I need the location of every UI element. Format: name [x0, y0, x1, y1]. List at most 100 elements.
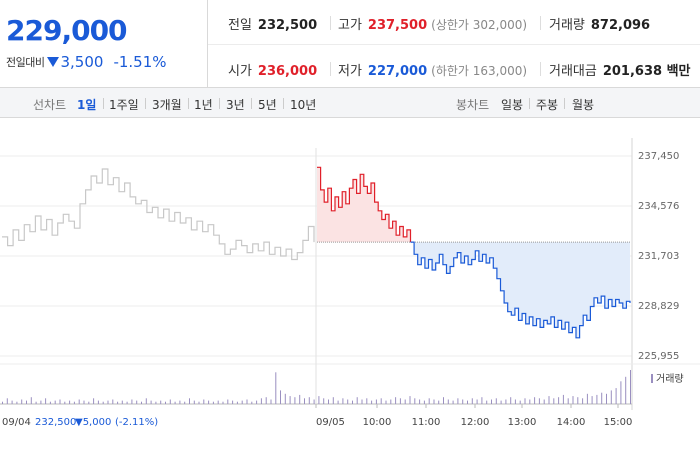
volume-bar	[270, 399, 272, 404]
volume-bar	[342, 398, 344, 404]
volume-bar	[299, 394, 301, 404]
stat-value: 237,500	[367, 18, 428, 33]
period-1y-tab[interactable]: 1년	[194, 98, 213, 112]
volume-bar	[289, 396, 291, 404]
x-tick-label: 11:00	[412, 417, 441, 428]
y-axis-ticks: 237,450 234,576 231,703 228,829 225,955	[638, 151, 679, 362]
period-5y-tab[interactable]: 5년	[258, 98, 277, 112]
volume-bar	[414, 398, 416, 404]
intraday-price-chart[interactable]: 237,450 234,576 231,703 228,829 225,955 09/0…	[0, 118, 700, 450]
volume-bar	[212, 401, 214, 404]
price-header: 229,000 전일대비 3,500 -1.51% 전일 232,500 고가 23…	[0, 0, 700, 88]
volume-bar	[385, 400, 387, 404]
volume-bar	[304, 398, 305, 404]
prev-info-date: 09/04	[2, 417, 31, 428]
volume-bar	[169, 399, 171, 404]
volume-bar	[567, 398, 569, 404]
volume-bar	[208, 400, 210, 404]
y-tick-label: 225,955	[638, 351, 679, 362]
volume-bar	[328, 399, 329, 404]
volume-bar	[313, 399, 315, 404]
volume-bar	[620, 381, 622, 404]
volume-bar	[160, 400, 162, 404]
volume-legend-label: 거래량	[656, 373, 684, 385]
period-1d-tab[interactable]: 1일	[77, 98, 97, 112]
stat-label: 거래량	[549, 18, 585, 33]
volume-bar	[141, 401, 142, 404]
lower-limit: (하한가 163,000)	[431, 64, 528, 78]
volume-bar	[505, 399, 507, 404]
y-tick-label: 234,576	[638, 201, 679, 212]
volume-bar	[189, 398, 190, 404]
volume-bar	[486, 400, 488, 404]
volume-bar	[380, 398, 382, 404]
prev-day-series	[2, 168, 315, 261]
change-percent: -1.51%	[113, 53, 167, 71]
volume-bar	[203, 399, 205, 404]
stat-value: 872,096	[590, 18, 651, 33]
volume-bar	[136, 400, 138, 404]
volume-bar	[280, 390, 281, 404]
candle-weekly-tab[interactable]: 주봉	[536, 98, 559, 112]
chart-grid	[0, 138, 700, 410]
stat-prev-close: 전일 232,500	[228, 14, 317, 33]
volume-bar	[30, 397, 32, 404]
volume-bar	[390, 399, 392, 404]
chart-area-fills	[317, 167, 630, 338]
volume-bar	[45, 398, 47, 404]
volume-bar	[93, 398, 95, 404]
volume-bar	[409, 396, 411, 404]
volume-bar	[361, 399, 363, 404]
period-1w-tab[interactable]: 1주일	[109, 98, 139, 112]
volume-bar	[246, 399, 248, 404]
prev-day-line	[2, 168, 315, 261]
volume-bar	[553, 398, 555, 404]
divider	[330, 16, 331, 30]
divider	[540, 16, 541, 30]
volume-bar	[83, 400, 85, 404]
stat-low: 저가 227,000 (하한가 163,000)	[338, 60, 527, 79]
prev-day-info: 09/04 232,500 ▼5,000 (-2.11%)	[2, 417, 158, 428]
period-3m-tab[interactable]: 3개월	[152, 98, 182, 112]
volume-bar	[64, 401, 66, 404]
volume-bar	[107, 400, 109, 404]
volume-bar	[510, 397, 512, 404]
x-tick-label: 14:00	[557, 417, 586, 428]
candle-daily-tab[interactable]: 일봉	[501, 98, 524, 112]
volume-bar	[582, 398, 584, 404]
stat-value: 227,000	[367, 64, 428, 79]
divider	[283, 98, 284, 109]
volume-bar	[558, 397, 560, 404]
volume-bar	[596, 394, 598, 404]
volume-bar	[529, 399, 531, 404]
divider	[540, 62, 541, 76]
volume-bar	[155, 401, 157, 404]
x-tick-label: 10:00	[363, 417, 392, 428]
volume-bar	[69, 400, 71, 404]
candle-monthly-tab[interactable]: 월봉	[572, 98, 595, 112]
today-series	[317, 166, 631, 339]
period-10y-tab[interactable]: 10년	[290, 98, 317, 112]
divider	[330, 62, 331, 76]
volume-bar	[323, 398, 325, 404]
volume-bar	[347, 399, 349, 404]
volume-bar	[577, 397, 579, 404]
x-tick-label: 09/05	[316, 417, 345, 428]
prev-info-change: ▼5,000	[75, 417, 111, 428]
volume-bar	[78, 399, 80, 404]
volume-bar	[251, 401, 253, 404]
change-label: 전일대비	[6, 56, 45, 69]
volume-bar	[232, 400, 234, 404]
period-3y-tab[interactable]: 3년	[226, 98, 245, 112]
volume-bar	[275, 372, 277, 404]
volume-bar	[174, 401, 176, 404]
volume-bar	[514, 399, 516, 404]
volume-bar	[222, 401, 224, 404]
volume-bar	[117, 401, 119, 404]
volume-bar	[462, 399, 464, 404]
today-line-up	[317, 166, 412, 243]
volume-bar	[467, 400, 468, 404]
stat-open: 시가 236,000	[228, 60, 317, 79]
row-divider	[208, 44, 700, 45]
volume-bar	[131, 399, 133, 404]
